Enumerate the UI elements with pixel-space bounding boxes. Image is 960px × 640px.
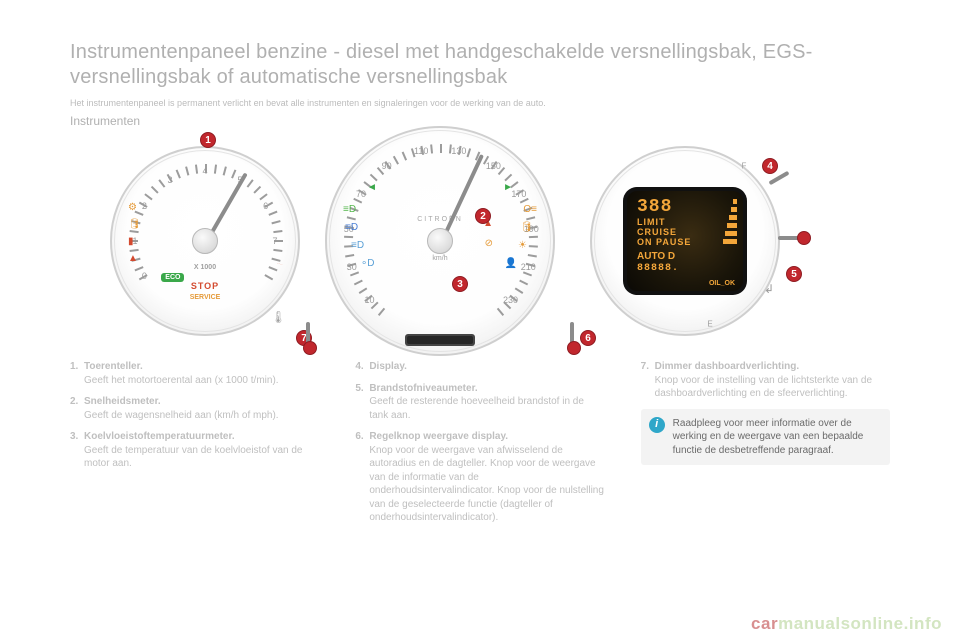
knob-dot-7 (303, 341, 317, 355)
item-description: Geeft de temperatuur van de koelvloeisto… (84, 444, 319, 471)
lcd-display: 388 LIMIT CRUISE ON PAUSE AUTO D 88888. … (623, 187, 747, 295)
gauge-number: 2 (142, 201, 147, 211)
speedo-hub (427, 228, 453, 254)
lcd-onpause-label: ON PAUSE (637, 237, 691, 247)
item-description: Knop voor de weergave van afwisselend de… (369, 444, 604, 525)
watermark-part-b: manualsonline (778, 614, 904, 633)
list-item: 3.Koelvloeistoftemperatuurmeter. Geeft de… (70, 430, 319, 471)
brand-label: CITROËN (417, 216, 463, 223)
tacho-service-label: SERVICE (190, 294, 221, 301)
item-description: Knop voor de instelling van de lichtster… (655, 374, 890, 401)
item-description: Geeft de wagensnelheid aan (km/h of mph)… (84, 409, 319, 423)
callout-6: 6 (580, 330, 596, 346)
gauge-number: 4 (202, 166, 207, 176)
lcd-cruise-label: CRUISE (637, 227, 677, 237)
gauge-number: 7 (272, 236, 277, 246)
item-number: 7. (641, 360, 655, 374)
passenger-icon: 👤 (505, 258, 517, 269)
watermark-part-a: car (751, 614, 778, 633)
tacho-hub (192, 228, 218, 254)
list-item: 1.Toerenteller. Geeft het motortoerental … (70, 360, 319, 387)
page-subtitle: Het instrumentenpaneel is permanent verl… (70, 98, 890, 108)
list-item: 2.Snelheidsmeter. Geeft de wagensnelheid … (70, 395, 319, 422)
callout-4: 4 (762, 158, 778, 174)
item-term: Display. (369, 361, 407, 372)
instrument-cluster: 01234567 ⚙ 🛢 ▮ ▲ ECO X 1000 STOP SERVICE… (70, 136, 890, 346)
callout-2: 2 (475, 208, 491, 224)
page-title: Instrumentenpaneel benzine - diesel met … (70, 40, 890, 90)
info-icon: i (649, 417, 665, 433)
speedo-unit-label: km/h (432, 255, 447, 262)
high-beam-icon: ≡D (345, 222, 358, 233)
knob-dot-5 (797, 231, 811, 245)
column-1: 1.Toerenteller. Geeft het motortoerental … (70, 360, 319, 533)
manual-page: Instrumentenpaneel benzine - diesel met … (0, 0, 960, 640)
knob-dot-6 (567, 341, 581, 355)
info-text: Raadpleeg voor meer informatie over de w… (673, 418, 864, 456)
fuel-arrow-icon: ↲ (764, 282, 774, 296)
list-item: 6.Regelknop weergave display. Knop voor d… (355, 430, 604, 525)
engine-warning-icon: ⚙ (128, 202, 141, 213)
lcd-odometer-digits: 88888. (637, 263, 679, 274)
speedometer-gauge: 1030507090110130150170190210230 ◄ ► ≡D ≡… (325, 126, 555, 356)
item-term: Regelknop weergave display. (369, 431, 508, 442)
watermark-part-c: .info (904, 614, 942, 633)
list-item: 7.Dimmer dashboardverlichting. Knop voor … (641, 360, 890, 401)
item-term: Dimmer dashboardverlichting. (655, 361, 799, 372)
gauge-number: 3 (167, 175, 172, 185)
odometer-slot (405, 334, 475, 346)
lcd-big-number: 388 (637, 197, 672, 217)
list-item: 4.Display. (355, 360, 604, 374)
turn-right-icon: ► (503, 182, 513, 193)
fuel-empty-label: E (707, 320, 712, 329)
tacho-stop-label: STOP (191, 281, 219, 291)
rear-fog-icon: O≡ (523, 204, 537, 215)
item-number: 1. (70, 360, 84, 374)
airbag-icon: ⊘ (485, 238, 493, 249)
tacho-x1000-label: X 1000 (194, 264, 216, 271)
item-number: 2. (70, 395, 84, 409)
lcd-fuel-bars (723, 199, 737, 244)
gauge-number: 6 (263, 201, 268, 211)
lcd-oil-ok-label: OIL_OK (709, 280, 735, 287)
item-term: Snelheidsmeter. (84, 396, 161, 407)
front-fog-icon: ≡D (343, 204, 356, 215)
description-columns: 1.Toerenteller. Geeft het motortoerental … (70, 360, 890, 533)
lcd-auto-label: AUTO D (637, 251, 675, 262)
item-number: 5. (355, 382, 369, 396)
callout-5: 5 (786, 266, 802, 282)
tachometer-gauge: 01234567 ⚙ 🛢 ▮ ▲ ECO X 1000 STOP SERVICE… (110, 146, 300, 336)
item-number: 4. (355, 360, 369, 374)
oil-level-icon: 🛢 (520, 222, 533, 233)
eco-badge: ECO (161, 273, 184, 282)
callout-1: 1 (200, 132, 216, 148)
tacho-warning-icons: ⚙ 🛢 ▮ ▲ (128, 202, 141, 264)
item-description: Geeft het motortoerental aan (x 1000 t/m… (84, 374, 319, 388)
battery-icon: ▮ (128, 236, 141, 247)
gauge-number: 0 (142, 271, 147, 281)
item-term: Koelvloeistoftemperatuurmeter. (84, 431, 235, 442)
column-2: 4.Display.5.Brandstofniveaumeter.Geeft d… (355, 360, 604, 533)
item-term: Brandstofniveaumeter. (369, 383, 477, 394)
coolant-icon: 🌡 (271, 310, 286, 324)
item-number: 6. (355, 430, 369, 444)
column-3: 7.Dimmer dashboardverlichting. Knop voor … (641, 360, 890, 533)
item-description: Geeft de resterende hoeveelheid brandsto… (369, 395, 604, 422)
bulb-warning-icon: ☀ (518, 240, 527, 251)
item-number: 3. (70, 430, 84, 444)
callout-3: 3 (452, 276, 468, 292)
low-beam-icon: ≡D (351, 240, 364, 251)
turn-left-icon: ◄ (367, 182, 377, 193)
oil-can-icon: 🛢 (128, 219, 141, 230)
watermark: carmanualsonline.info (751, 614, 942, 634)
temp-warning-icon: ▲ (128, 253, 141, 264)
item-term: Toerenteller. (84, 361, 143, 372)
lcd-limit-label: LIMIT (637, 217, 666, 227)
list-item: 5.Brandstofniveaumeter.Geeft de resteren… (355, 382, 604, 423)
fuel-full-label: F (742, 162, 747, 171)
info-box: i Raadpleeg voor meer informatie over de… (641, 409, 890, 466)
fuel-display-gauge: F E 388 LIMIT CRUISE ON PAUSE AUTO D 888… (590, 146, 780, 336)
side-light-icon: ∘D (361, 258, 374, 269)
